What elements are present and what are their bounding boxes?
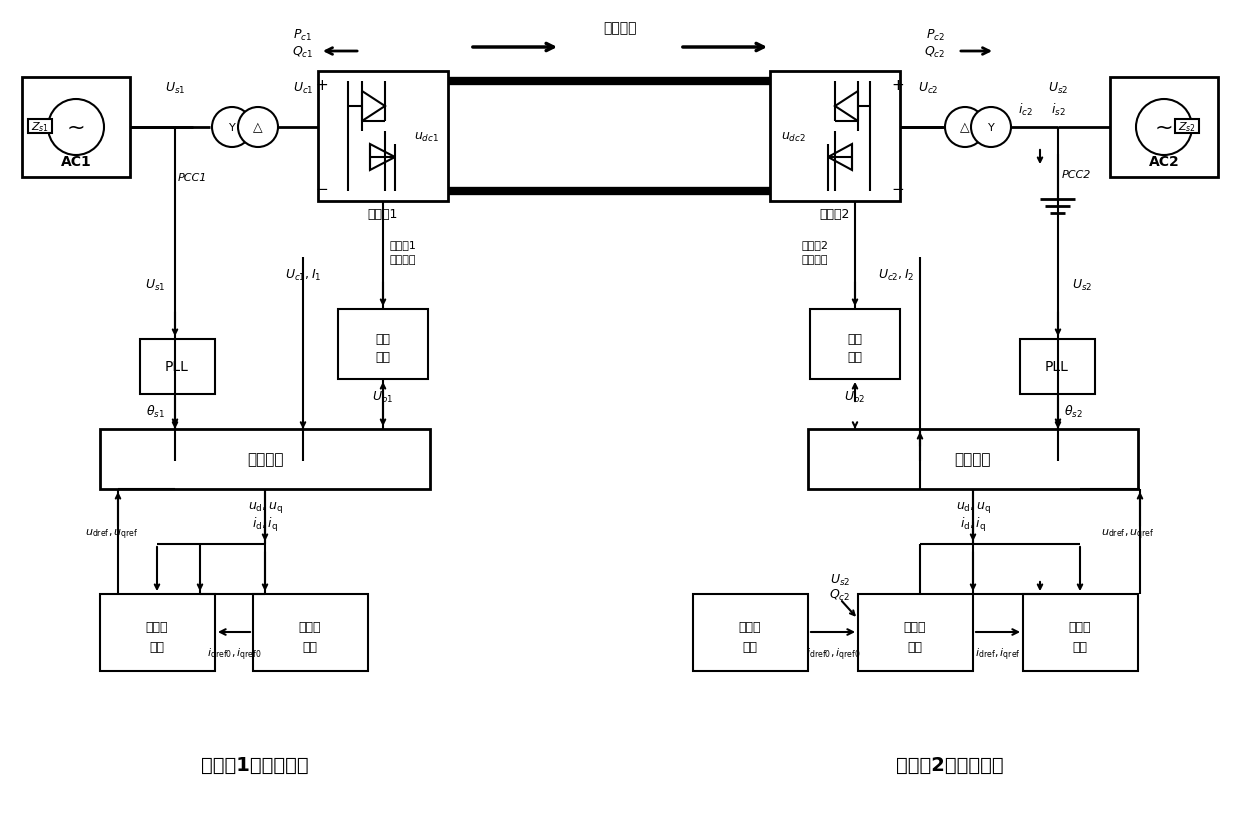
Bar bbox=[810, 310, 900, 379]
Circle shape bbox=[212, 108, 252, 147]
Text: 换流站1: 换流站1 bbox=[368, 208, 398, 221]
Bar bbox=[1110, 78, 1218, 178]
Circle shape bbox=[945, 108, 985, 147]
Text: △: △ bbox=[253, 121, 263, 134]
Text: $U_{c2}$: $U_{c2}$ bbox=[918, 80, 939, 96]
Text: $P_{c1}$: $P_{c1}$ bbox=[294, 27, 312, 43]
Text: Y: Y bbox=[228, 123, 236, 133]
Text: $u_{\mathrm{d}}, u_{\mathrm{q}}$: $u_{\mathrm{d}}, u_{\mathrm{q}}$ bbox=[248, 500, 283, 515]
Text: $u_{\mathrm{dref}}, u_{\mathrm{qref}}$: $u_{\mathrm{dref}}, u_{\mathrm{qref}}$ bbox=[1101, 527, 1154, 541]
Text: 坐标变换: 坐标变换 bbox=[955, 452, 991, 467]
Text: 换流站1的控制系统: 换流站1的控制系统 bbox=[201, 754, 309, 774]
Text: PLL: PLL bbox=[1045, 360, 1069, 373]
Text: 调制: 调制 bbox=[376, 333, 391, 346]
Text: $Q_{c2}$: $Q_{c2}$ bbox=[924, 44, 946, 60]
Bar bbox=[1021, 340, 1095, 395]
Text: 触发信号: 触发信号 bbox=[802, 255, 828, 265]
Text: 制器: 制器 bbox=[150, 640, 165, 654]
Bar bbox=[858, 595, 973, 672]
Text: $Z_{s1}$: $Z_{s1}$ bbox=[31, 120, 50, 133]
Text: $U_{s1}$: $U_{s1}$ bbox=[165, 80, 185, 96]
Text: ~: ~ bbox=[67, 118, 86, 138]
Text: $Z_{s2}$: $Z_{s2}$ bbox=[1178, 120, 1197, 133]
Bar bbox=[317, 72, 448, 201]
Text: AC2: AC2 bbox=[1148, 155, 1179, 169]
Text: $U_{c1}, I_1$: $U_{c1}, I_1$ bbox=[285, 267, 321, 283]
Circle shape bbox=[1136, 100, 1192, 156]
Bar bbox=[29, 120, 52, 133]
Circle shape bbox=[971, 108, 1011, 147]
Bar bbox=[1176, 120, 1199, 133]
Text: AC1: AC1 bbox=[61, 155, 92, 169]
Text: △: △ bbox=[960, 121, 970, 134]
Bar bbox=[140, 340, 215, 395]
Text: $i_{\mathrm{d}}, i_{\mathrm{q}}$: $i_{\mathrm{d}}, i_{\mathrm{q}}$ bbox=[252, 515, 278, 533]
Bar bbox=[1023, 595, 1138, 672]
Circle shape bbox=[238, 108, 278, 147]
Text: −: − bbox=[316, 183, 329, 197]
Bar bbox=[808, 429, 1138, 490]
Text: $i_{s2}$: $i_{s2}$ bbox=[1050, 102, 1065, 118]
Text: 换流站2: 换流站2 bbox=[820, 208, 851, 221]
Text: $u_{dc2}$: $u_{dc2}$ bbox=[780, 130, 806, 143]
Text: +: + bbox=[316, 78, 329, 93]
Text: $i_{\mathrm{dref0}}, i_{\mathrm{qref0}}$: $i_{\mathrm{dref0}}, i_{\mathrm{qref0}}$ bbox=[207, 646, 262, 663]
Text: $\theta_{s1}$: $\theta_{s1}$ bbox=[145, 404, 165, 419]
Text: 环节: 环节 bbox=[376, 351, 391, 364]
Text: $U_{c1}$: $U_{c1}$ bbox=[293, 80, 314, 96]
Text: $u_{\mathrm{dref}}, u_{\mathrm{qref}}$: $u_{\mathrm{dref}}, u_{\mathrm{qref}}$ bbox=[86, 527, 139, 541]
Bar bbox=[693, 595, 808, 672]
Text: PCC2: PCC2 bbox=[1061, 170, 1091, 180]
Text: $\theta_{s2}$: $\theta_{s2}$ bbox=[1064, 404, 1083, 419]
Text: $U_{s2}$: $U_{s2}$ bbox=[1073, 277, 1092, 292]
Text: $U_{s2}$: $U_{s2}$ bbox=[830, 572, 851, 587]
Text: +: + bbox=[892, 78, 904, 93]
Text: 功率方向: 功率方向 bbox=[603, 21, 637, 35]
Text: 内环控: 内环控 bbox=[1069, 621, 1091, 634]
Text: $U_{c2}, I_2$: $U_{c2}, I_2$ bbox=[878, 267, 915, 283]
Text: 外环控: 外环控 bbox=[299, 621, 321, 634]
Bar bbox=[100, 429, 430, 490]
Text: $u_{dc1}$: $u_{dc1}$ bbox=[414, 130, 439, 143]
Text: 触发信号: 触发信号 bbox=[391, 255, 417, 265]
Text: Y: Y bbox=[987, 123, 994, 133]
Text: $U_{s2}$: $U_{s2}$ bbox=[1048, 80, 1068, 96]
Bar bbox=[100, 595, 215, 672]
Text: $i_{\mathrm{dref0}}, i_{\mathrm{qref0}}$: $i_{\mathrm{dref0}}, i_{\mathrm{qref0}}$ bbox=[806, 646, 861, 663]
Text: 制器: 制器 bbox=[303, 640, 317, 654]
Text: 环节: 环节 bbox=[847, 351, 863, 364]
Text: ~: ~ bbox=[1154, 118, 1173, 138]
Text: 调制: 调制 bbox=[847, 333, 863, 346]
Text: 换流站2的控制系统: 换流站2的控制系统 bbox=[897, 754, 1004, 774]
Text: $Q_{c2}$: $Q_{c2}$ bbox=[830, 586, 851, 602]
Text: $U_{s1}$: $U_{s1}$ bbox=[145, 277, 165, 292]
Text: $U_{o2}$: $U_{o2}$ bbox=[844, 389, 866, 404]
Text: 外环控: 外环控 bbox=[739, 621, 761, 634]
Text: −: − bbox=[892, 183, 904, 197]
Bar bbox=[22, 78, 130, 178]
Bar bbox=[253, 595, 368, 672]
Text: $P_{c2}$: $P_{c2}$ bbox=[925, 27, 945, 43]
Text: $i_{c2}$: $i_{c2}$ bbox=[1018, 102, 1033, 118]
Text: PCC1: PCC1 bbox=[179, 173, 207, 183]
Text: 制器: 制器 bbox=[1073, 640, 1087, 654]
Text: $i_{\mathrm{d}}, i_{\mathrm{q}}$: $i_{\mathrm{d}}, i_{\mathrm{q}}$ bbox=[960, 515, 986, 533]
Text: $u_{\mathrm{d}}, u_{\mathrm{q}}$: $u_{\mathrm{d}}, u_{\mathrm{q}}$ bbox=[956, 500, 991, 515]
Text: 制器: 制器 bbox=[908, 640, 923, 654]
Text: 制器: 制器 bbox=[743, 640, 758, 654]
Text: 坐标变换: 坐标变换 bbox=[247, 452, 283, 467]
Bar bbox=[339, 310, 428, 379]
Text: 附加控: 附加控 bbox=[904, 621, 926, 634]
Text: 换流站1: 换流站1 bbox=[391, 240, 417, 250]
Text: 内环控: 内环控 bbox=[146, 621, 169, 634]
Text: 换流站2: 换流站2 bbox=[801, 240, 828, 250]
Text: $i_{\mathrm{dref}}, i_{\mathrm{qref}}$: $i_{\mathrm{dref}}, i_{\mathrm{qref}}$ bbox=[975, 646, 1021, 663]
Text: $Q_{c1}$: $Q_{c1}$ bbox=[293, 44, 314, 60]
Text: $U_{o1}$: $U_{o1}$ bbox=[372, 389, 393, 404]
Text: PLL: PLL bbox=[165, 360, 188, 373]
Bar bbox=[770, 72, 900, 201]
Circle shape bbox=[48, 100, 104, 156]
